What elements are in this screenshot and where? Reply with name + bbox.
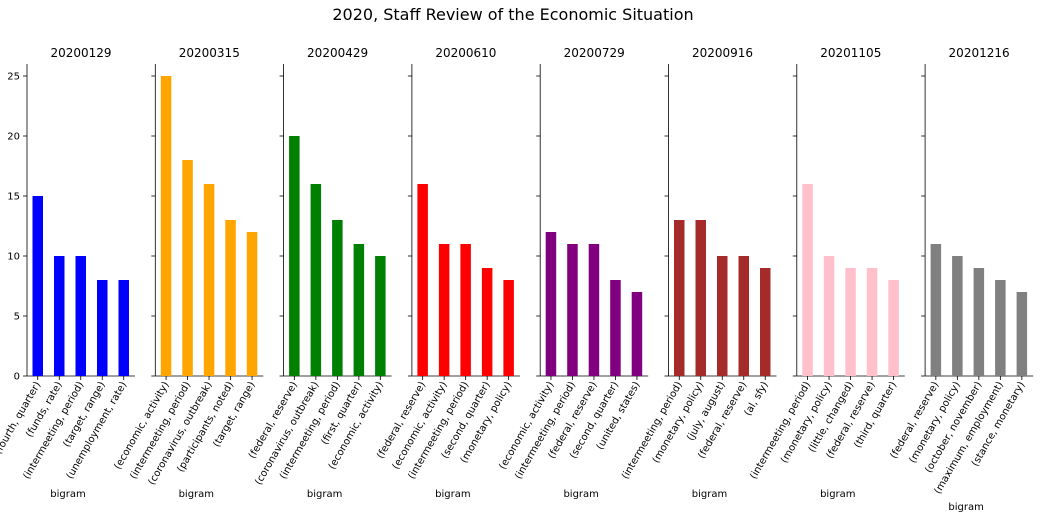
- subplot-title: 20200129: [50, 46, 111, 60]
- subplot-20200610: 20200610(federal, reserve)(economic, act…: [375, 46, 520, 500]
- bar: [54, 256, 65, 376]
- y-tick-label: 25: [7, 72, 20, 83]
- bar: [845, 268, 856, 376]
- bar: [738, 256, 749, 376]
- subplot-title: 20201105: [820, 46, 881, 60]
- y-tick-label: 20: [7, 132, 20, 143]
- bar: [246, 232, 258, 376]
- bar: [32, 196, 43, 376]
- bar: [375, 256, 386, 376]
- subplot-20200916: 20200916(intermeeting, period)(monetary,…: [620, 46, 777, 500]
- subplot-20201216: 20201216(federal, reserve)(monetary, pol…: [888, 46, 1034, 513]
- x-axis-label: bigram: [435, 489, 470, 500]
- bar: [417, 184, 428, 376]
- bar: [97, 280, 108, 376]
- bar: [75, 256, 86, 376]
- y-tick-label: 15: [7, 192, 20, 203]
- subplot-title: 20200729: [564, 46, 625, 60]
- x-axis-label: bigram: [307, 489, 342, 500]
- bar: [310, 184, 322, 376]
- bar: [888, 280, 899, 376]
- bar: [717, 256, 728, 376]
- subplot-20200315: 20200315(economic, activity)(intermeetin…: [112, 46, 264, 500]
- subplot-title: 20200916: [692, 46, 753, 60]
- bar: [460, 244, 471, 376]
- bar: [1016, 292, 1028, 376]
- bar: [503, 280, 514, 376]
- subplot-title: 20201216: [949, 46, 1010, 60]
- bar: [995, 280, 1006, 376]
- bar: [823, 256, 835, 376]
- bar: [203, 184, 215, 376]
- bar: [225, 220, 236, 376]
- bar: [674, 220, 685, 376]
- bar: [481, 268, 493, 376]
- x-axis-label: bigram: [948, 502, 983, 513]
- subplot-title: 20200610: [435, 46, 496, 60]
- subplot-20201105: 20201105(intermeeting, period)(monetary,…: [748, 46, 905, 500]
- y-tick-label: 10: [7, 252, 20, 263]
- y-tick-label: 5: [14, 312, 20, 323]
- bar: [952, 256, 963, 376]
- bar: [802, 184, 813, 376]
- x-axis-label: bigram: [563, 489, 598, 500]
- subplot-title: 20200429: [307, 46, 368, 60]
- subplot-20200429: 20200429(federal, reserve)(coronavirus, …: [247, 46, 392, 500]
- x-axis-label: bigram: [692, 489, 727, 500]
- bar: [160, 76, 172, 376]
- bar: [545, 232, 557, 376]
- bar: [631, 292, 643, 376]
- figure-title: 2020, Staff Review of the Economic Situa…: [332, 5, 693, 24]
- bar: [695, 220, 706, 376]
- x-axis-label: bigram: [179, 489, 214, 500]
- bar: [588, 244, 600, 376]
- bar: [289, 136, 300, 376]
- bar: [567, 244, 578, 376]
- bar: [438, 244, 450, 376]
- bar: [332, 220, 343, 376]
- bar: [182, 160, 193, 376]
- bar: [610, 280, 621, 376]
- bar: [118, 280, 129, 376]
- bar: [866, 268, 878, 376]
- subplot-title: 20200315: [179, 46, 240, 60]
- subplot-20200729: 20200729(economic, activity)(intermeetin…: [497, 46, 649, 500]
- x-axis-label: bigram: [50, 489, 85, 500]
- bar: [973, 268, 985, 376]
- x-axis-label: bigram: [820, 489, 855, 500]
- bar: [760, 268, 771, 376]
- bar: [353, 244, 365, 376]
- y-tick-label: 0: [14, 372, 20, 383]
- bar: [930, 244, 942, 376]
